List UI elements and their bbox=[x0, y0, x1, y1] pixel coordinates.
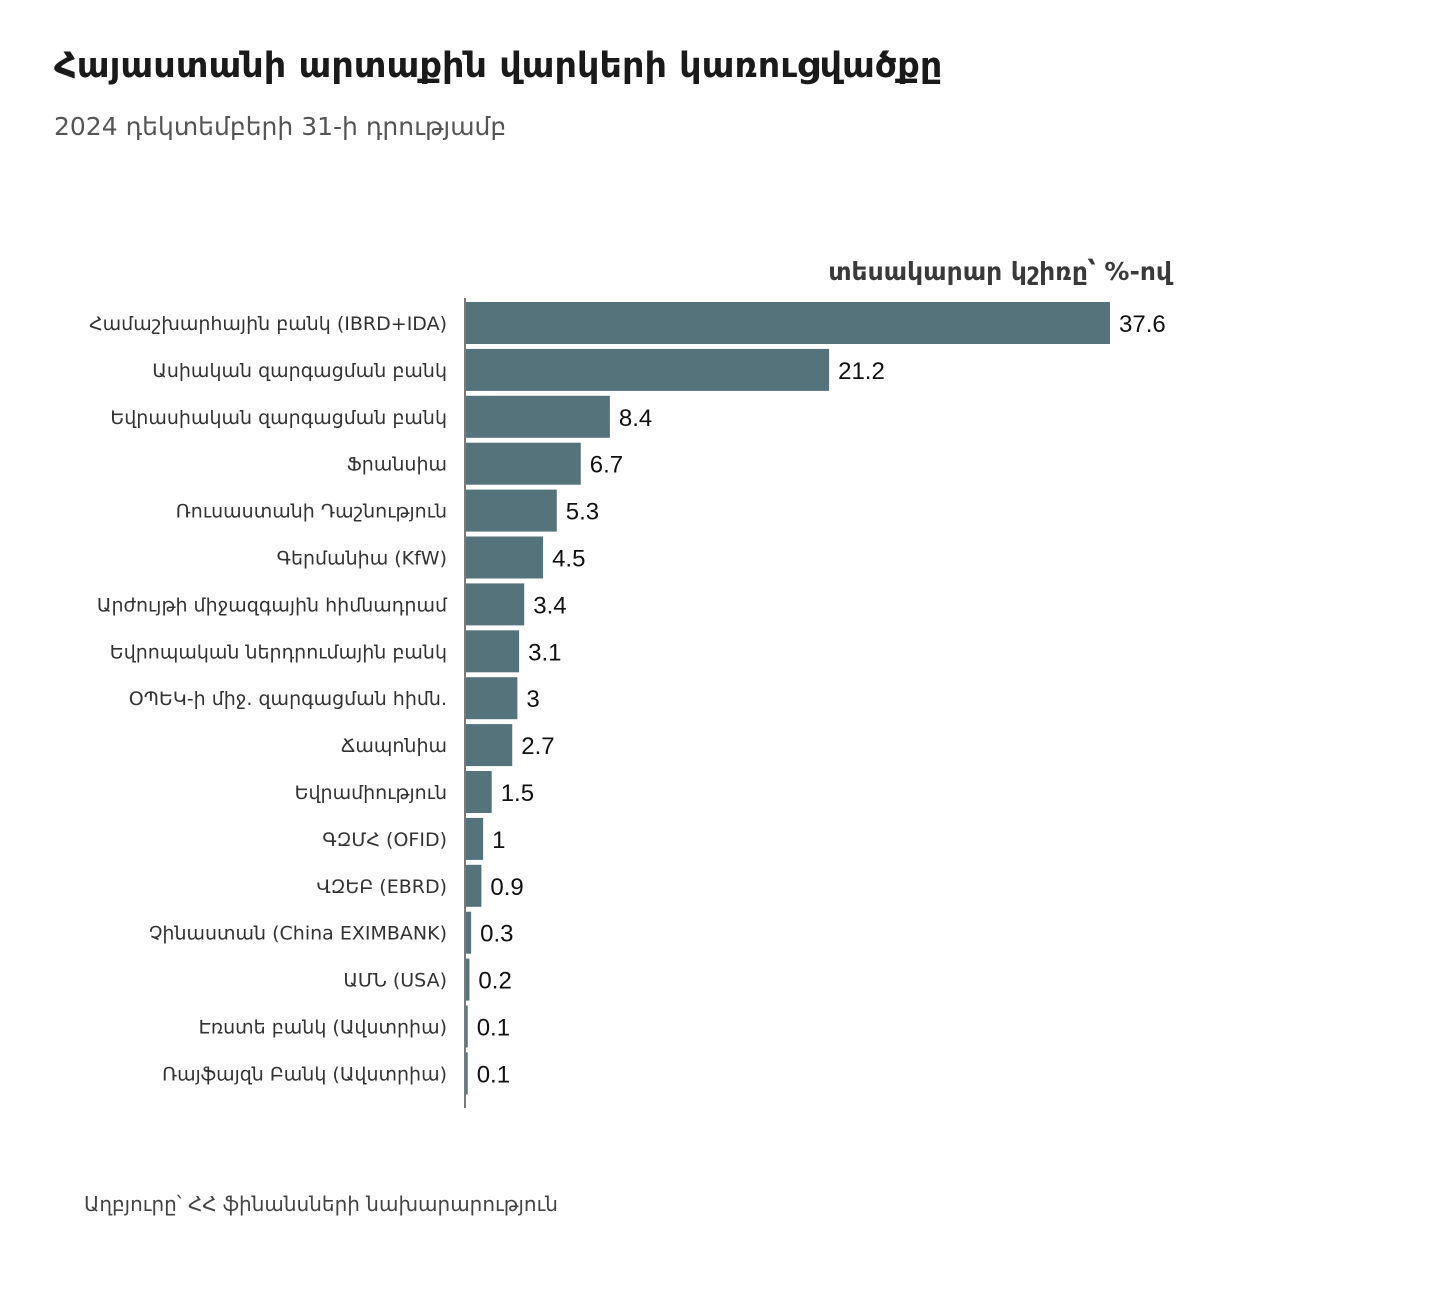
bar-5 bbox=[466, 536, 544, 579]
category-label-4: Ռուսաստանի Դաշնություն bbox=[176, 501, 447, 523]
value-label-0: 37.6 bbox=[1119, 311, 1166, 338]
bars-group: Համաշխարհային բանկ (IBRD+IDA) 37.6 Ասիական… bbox=[89, 302, 1166, 1095]
bar-1 bbox=[466, 348, 830, 391]
value-label-5: 4.5 bbox=[552, 546, 585, 573]
unit-label: տեսակարար կշիռը՝ %-ով bbox=[828, 257, 1174, 286]
category-label-7: Եվրոպական ներդրումային բանկ bbox=[110, 641, 447, 663]
source-note: Աղբյուրը՝ ՀՀ ֆինանսների նախարարություն bbox=[84, 1192, 558, 1216]
bar-8 bbox=[466, 677, 518, 720]
bar-16 bbox=[466, 1052, 468, 1095]
category-label-8: ՕՊԵԿ-ի միջ. զարգացման հիմն. bbox=[129, 688, 447, 710]
category-label-1: Ասիական զարգացման բանկ bbox=[152, 360, 447, 382]
bar-9 bbox=[466, 724, 513, 767]
value-label-14: 0.2 bbox=[478, 968, 511, 995]
value-label-4: 5.3 bbox=[566, 499, 599, 526]
bar-13 bbox=[466, 911, 472, 954]
value-label-9: 2.7 bbox=[521, 733, 554, 760]
category-label-12: ՎԶԵԲ (EBRD) bbox=[316, 876, 447, 898]
category-label-5: Գերմանիա (KfW) bbox=[277, 548, 447, 570]
category-label-13: Չինաստան (China EXIMBANK) bbox=[149, 923, 447, 945]
value-label-8: 3 bbox=[526, 686, 539, 713]
category-label-14: ԱՄՆ (USA) bbox=[343, 970, 447, 992]
value-label-6: 3.4 bbox=[533, 592, 566, 619]
bar-12 bbox=[466, 864, 482, 907]
chart-title: Հայաստանի արտաքին վարկերի կառուցվածքը bbox=[54, 46, 943, 86]
category-label-15: Էռստե բանկ (Ավստրիա) bbox=[199, 1017, 447, 1039]
value-label-1: 21.2 bbox=[838, 358, 885, 385]
value-label-7: 3.1 bbox=[528, 639, 561, 666]
bar-15 bbox=[466, 1005, 468, 1048]
chart-subtitle: 2024 դեկտեմբերի 31-ի դրությամբ bbox=[54, 112, 507, 141]
value-label-13: 0.3 bbox=[480, 921, 513, 948]
category-label-9: Ճապոնիա bbox=[341, 735, 447, 757]
value-label-12: 0.9 bbox=[490, 874, 523, 901]
category-label-16: Ռայֆայզն Բանկ (Ավստրիա) bbox=[162, 1063, 447, 1085]
bar-3 bbox=[466, 442, 581, 485]
category-label-10: Եվրամիություն bbox=[295, 782, 447, 804]
category-label-0: Համաշխարհային բանկ (IBRD+IDA) bbox=[89, 313, 447, 335]
value-label-16: 0.1 bbox=[477, 1061, 510, 1088]
category-label-3: Ֆրանսիա bbox=[347, 454, 447, 476]
bar-14 bbox=[466, 958, 470, 1001]
bar-4 bbox=[466, 489, 557, 532]
category-label-2: Եվրասիական զարգացման բանկ bbox=[110, 407, 447, 429]
bar-10 bbox=[466, 771, 492, 813]
value-label-11: 1 bbox=[492, 827, 505, 854]
bar-0 bbox=[466, 302, 1110, 344]
bar-11 bbox=[466, 817, 484, 860]
category-label-6: Արժույթի միջազգային հիմնադրամ bbox=[97, 594, 448, 616]
value-label-3: 6.7 bbox=[590, 452, 623, 479]
value-label-2: 8.4 bbox=[619, 405, 652, 432]
category-label-11: ԳԶՄՀ (OFID) bbox=[322, 829, 447, 851]
bar-6 bbox=[466, 583, 525, 626]
bar-7 bbox=[466, 630, 520, 673]
value-label-15: 0.1 bbox=[477, 1015, 510, 1042]
bar-2 bbox=[466, 395, 610, 438]
value-label-10: 1.5 bbox=[501, 780, 534, 807]
